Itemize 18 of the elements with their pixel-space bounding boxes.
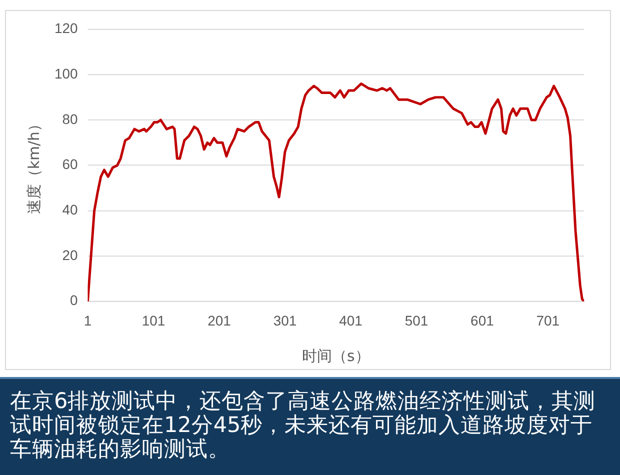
y-tick-label: 80 [62, 110, 78, 127]
y-tick-label: 60 [62, 156, 78, 172]
x-tick-label: 501 [404, 312, 428, 328]
x-tick-label: 601 [470, 312, 494, 328]
y-tick-label: 120 [54, 20, 78, 36]
x-tick-label: 101 [142, 312, 166, 328]
y-axis-title: 速度（km/h） [24, 116, 43, 214]
x-tick-label: 301 [273, 312, 297, 328]
y-tick-label: 100 [54, 65, 78, 82]
x-tick-label: 201 [208, 312, 232, 328]
y-tick-label: 20 [62, 246, 78, 263]
x-axis-title: 时间（s） [302, 346, 370, 365]
y-tick-label: 40 [62, 202, 78, 218]
x-tick-label: 401 [339, 312, 363, 328]
x-tick-label: 1 [84, 312, 92, 328]
y-tick-label: 0 [70, 292, 78, 308]
x-tick-label: 701 [536, 312, 560, 328]
text: 在京6排放测试中，还包含了高速公路燃油经济性测试，其测试时间被锁定在12分45秒，未来还有可能加入道路坡度对于车辆油耗的影响测试。 [10, 389, 597, 462]
